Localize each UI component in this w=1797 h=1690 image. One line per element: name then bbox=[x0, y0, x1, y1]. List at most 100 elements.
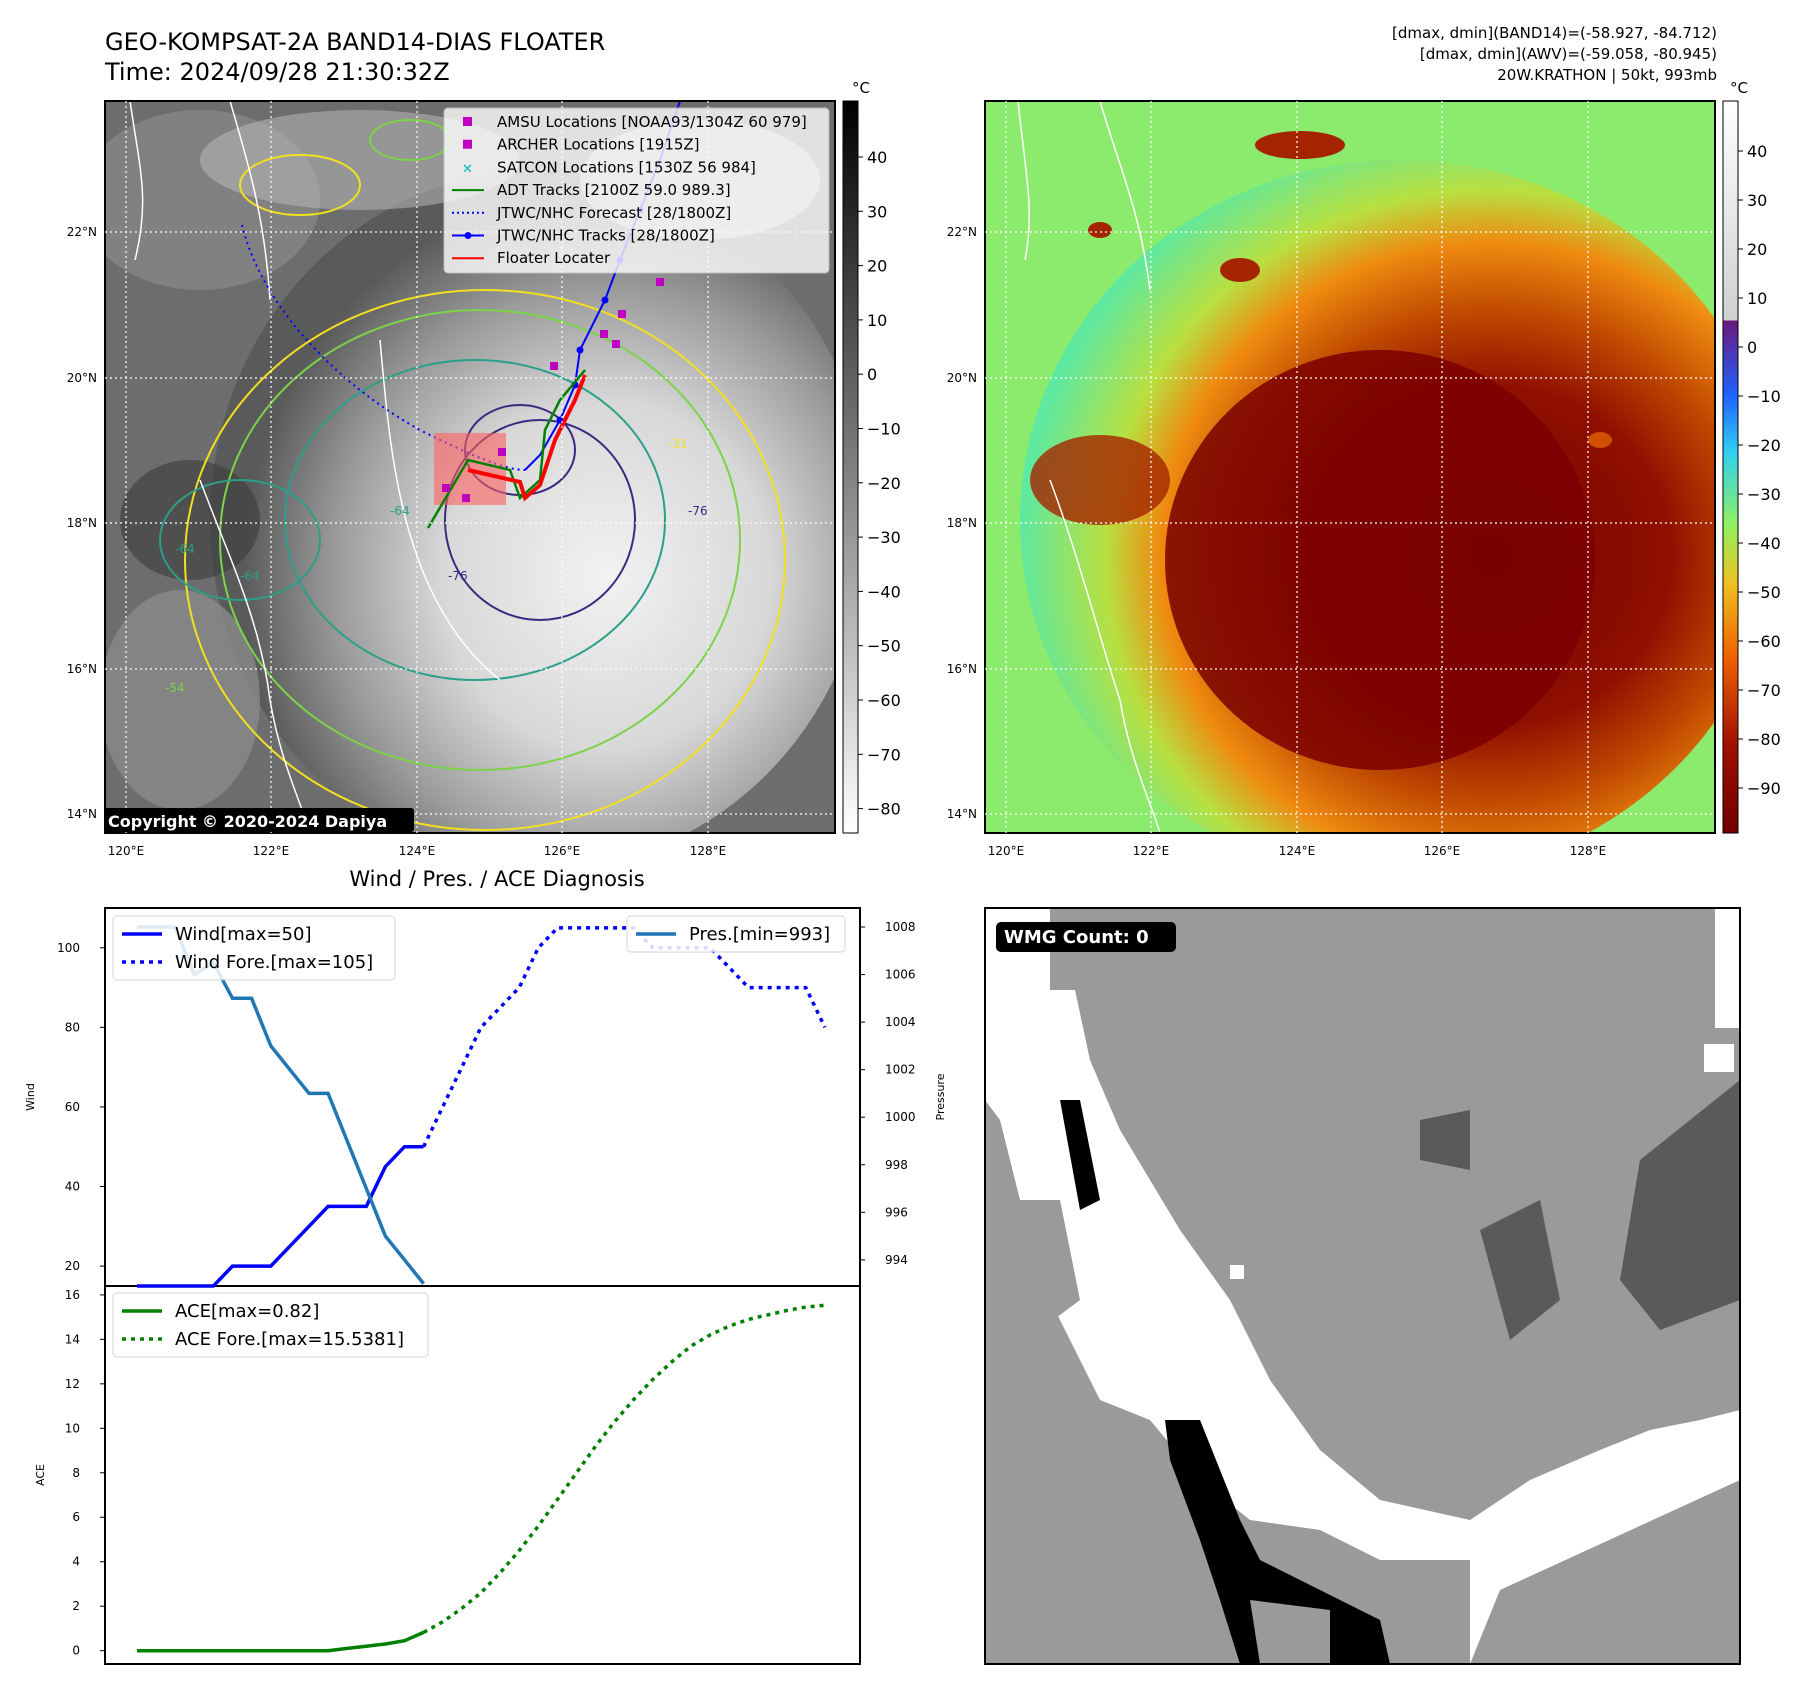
ace-axis-label: 2 bbox=[72, 1599, 80, 1613]
ir-color-map bbox=[985, 101, 1715, 833]
legend-pres: Pres.[min=993] bbox=[689, 924, 830, 945]
left-map-lon-label: 122°E bbox=[253, 844, 290, 858]
contour-label-6: -64 bbox=[240, 569, 260, 583]
color-colorbar-label: −80 bbox=[1747, 730, 1781, 749]
gray-colorbar-unit: °C bbox=[852, 79, 870, 97]
ace-axis-label: 10 bbox=[65, 1421, 80, 1435]
legend-wind: Wind[max=50] bbox=[175, 924, 312, 945]
left-map-lat-label: 20°N bbox=[67, 371, 97, 385]
ace-axis-label: 8 bbox=[72, 1466, 80, 1480]
ace-series bbox=[137, 1303, 826, 1653]
left-map-lat-label: 14°N bbox=[67, 807, 97, 821]
wind-axis-label: 40 bbox=[65, 1180, 80, 1194]
legend-label: Floater Locater bbox=[497, 249, 611, 267]
legend-wind-fore: Wind Fore.[max=105] bbox=[175, 952, 373, 973]
contour-label-2: -64 bbox=[175, 542, 195, 556]
ace-axis-label: 14 bbox=[65, 1332, 80, 1346]
legend-ace: ACE[max=0.82] bbox=[175, 1301, 319, 1322]
right-map-lon-label: 126°E bbox=[1424, 844, 1461, 858]
wind-axis-label: Wind bbox=[24, 1083, 37, 1111]
info-awv: [dmax, dmin](AWV)=(-59.058, -80.945) bbox=[1420, 45, 1717, 63]
right-map-lon-label: 120°E bbox=[988, 844, 1025, 858]
wind-axis-label: 20 bbox=[65, 1259, 80, 1273]
pressure-legend: Pres.[min=993] bbox=[626, 915, 846, 953]
ace-axis-label: 6 bbox=[72, 1510, 80, 1524]
pressure-axis-ticks: 1008 1006 1004 1002 1000 998 996 994 bbox=[860, 920, 916, 1267]
contour-label-1: -64 bbox=[390, 504, 410, 518]
legend-label: JTWC/NHC Forecast [28/1800Z] bbox=[496, 204, 731, 222]
ir-gray-frame bbox=[104, 100, 836, 834]
wind-forecast-line bbox=[422, 926, 827, 1148]
gray-colorbar-label: 10 bbox=[867, 311, 887, 330]
wind-line bbox=[137, 1144, 424, 1288]
pressure-axis-label: 996 bbox=[885, 1205, 908, 1219]
color-colorbar-label: 0 bbox=[1747, 338, 1757, 357]
wind-axis-label: 60 bbox=[65, 1100, 80, 1114]
pressure-axis-label: 1004 bbox=[885, 1015, 916, 1029]
color-colorbar bbox=[1722, 100, 1739, 834]
pressure-axis-label: 1002 bbox=[885, 1063, 916, 1077]
color-colorbar-ticks: 40 30 20 10 0 −10 −20 −30 −40 −50 −60 −70 −80 −90 bbox=[1738, 142, 1781, 798]
left-map-lat-label: 18°N bbox=[67, 516, 97, 530]
pressure-axis-label: 1008 bbox=[885, 920, 916, 934]
legend-marker-square bbox=[463, 139, 472, 149]
color-colorbar-label: −90 bbox=[1747, 779, 1781, 798]
gray-colorbar-label: −60 bbox=[867, 691, 901, 710]
wind-axis-ticks: 100 80 60 40 20 bbox=[57, 941, 105, 1273]
right-map-lat-label: 16°N bbox=[947, 662, 977, 676]
gray-colorbar bbox=[842, 100, 859, 834]
pressure-axis-label: 998 bbox=[885, 1158, 908, 1172]
left-map-lon-label: 124°E bbox=[399, 844, 436, 858]
contour-label-7: -76 bbox=[448, 569, 468, 583]
color-colorbar-label: −20 bbox=[1747, 436, 1781, 455]
color-colorbar-unit: °C bbox=[1730, 79, 1748, 97]
pressure-axis-label: Pressure bbox=[934, 1073, 947, 1120]
wind-legend: Wind[max=50] Wind Fore.[max=105] bbox=[112, 915, 396, 981]
left-map-lat-label: 22°N bbox=[67, 225, 97, 239]
gray-colorbar-label: −80 bbox=[867, 800, 901, 819]
right-map-lon-label: 124°E bbox=[1279, 844, 1316, 858]
copyright-box bbox=[104, 808, 414, 832]
legend-label: JTWC/NHC Tracks [28/1800Z] bbox=[496, 227, 715, 245]
ace-axis-label: 16 bbox=[65, 1288, 80, 1302]
right-map-lat-label: 14°N bbox=[947, 807, 977, 821]
ace-axis-label: 12 bbox=[65, 1377, 80, 1391]
color-colorbar-label: −30 bbox=[1747, 485, 1781, 504]
figure-title: GEO-KOMPSAT-2A BAND14-DIAS FLOATER bbox=[105, 28, 605, 56]
right-map-lon-label: 128°E bbox=[1570, 844, 1607, 858]
wmg-count-box bbox=[996, 922, 1176, 952]
ace-forecast-line bbox=[422, 1303, 826, 1634]
pressure-axis-label: 1000 bbox=[885, 1110, 916, 1124]
wind-axis-label: 80 bbox=[65, 1020, 80, 1034]
ace-line bbox=[137, 1630, 425, 1653]
color-colorbar-label: 30 bbox=[1747, 191, 1767, 210]
color-colorbar-label: −70 bbox=[1747, 681, 1781, 700]
copyright-text: Copyright © 2020-2024 Dapiya bbox=[108, 812, 387, 831]
ace-axis-label: ACE bbox=[34, 1464, 47, 1486]
left-map-lon-label: 120°E bbox=[108, 844, 145, 858]
color-colorbar-label: 40 bbox=[1747, 142, 1767, 161]
left-map-lat-label: 16°N bbox=[67, 662, 97, 676]
wmg-frame bbox=[984, 907, 1741, 1665]
wind-axis-label: 100 bbox=[57, 941, 80, 955]
legend-marker-square bbox=[463, 117, 472, 126]
right-map-lat-label: 20°N bbox=[947, 371, 977, 385]
gray-colorbar-label: −50 bbox=[867, 637, 901, 656]
ace-axis-label: 0 bbox=[72, 1644, 80, 1658]
color-colorbar-label: 20 bbox=[1747, 240, 1767, 259]
color-colorbar-label: 10 bbox=[1747, 289, 1767, 308]
color-colorbar-label: −40 bbox=[1747, 534, 1781, 553]
legend-ace-fore: ACE Fore.[max=15.5381] bbox=[175, 1329, 404, 1350]
contour-label-4: -31 bbox=[668, 437, 688, 451]
contour-label-3: -76 bbox=[688, 504, 708, 518]
pressure-axis-label: 1006 bbox=[885, 968, 916, 982]
right-map-lat-label: 22°N bbox=[947, 225, 977, 239]
gray-colorbar-label: −70 bbox=[867, 745, 901, 764]
color-colorbar-label: −50 bbox=[1747, 583, 1781, 602]
figure-time: Time: 2024/09/28 21:30:32Z bbox=[104, 58, 450, 86]
ir-color-frame bbox=[984, 100, 1716, 834]
gray-colorbar-label: −10 bbox=[867, 420, 901, 439]
legend-label: AMSU Locations [NOAA93/1304Z 60 979] bbox=[497, 113, 807, 131]
left-map-lon-label: 128°E bbox=[690, 844, 727, 858]
